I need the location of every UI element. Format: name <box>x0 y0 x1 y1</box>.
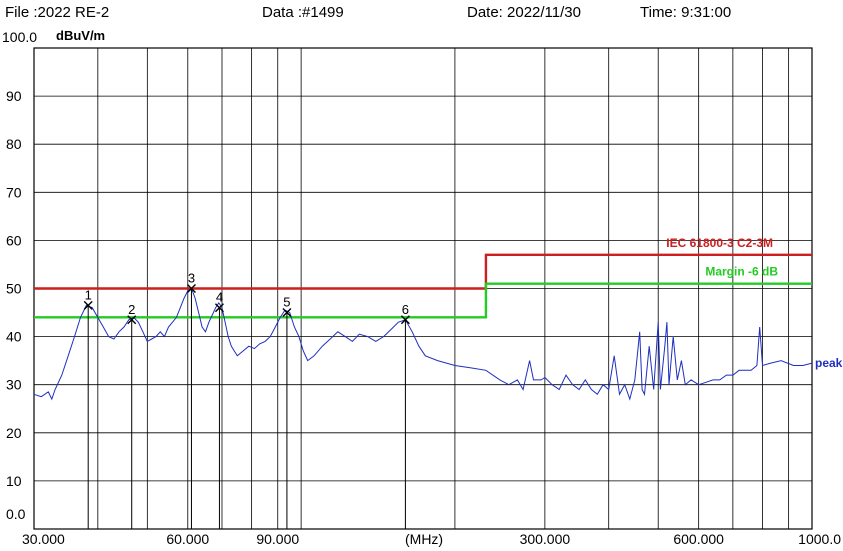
limit-line <box>34 282 812 319</box>
x-tick-labels: 30.000 60.000 90.000 300.000 600.000 1000.0 <box>22 531 841 547</box>
y-tick-label: 60 <box>6 232 22 248</box>
marker-label: 4 <box>216 290 223 305</box>
marker-x <box>127 315 137 325</box>
marker-label: 2 <box>128 302 135 317</box>
series-group: peak <box>33 287 843 401</box>
limit-line-label: Margin -6 dB <box>705 265 778 279</box>
marker-label: 1 <box>85 287 92 302</box>
series-label: peak <box>815 356 843 370</box>
x-tick-label: 60.000 <box>166 531 209 547</box>
data-label: Data :#1499 <box>262 4 344 21</box>
y-tick-label: 30 <box>6 377 22 393</box>
marker-x <box>214 303 224 313</box>
limit-lines: IEC 61800-3 C2-3M Margin -6 dB <box>34 236 812 319</box>
marker-x <box>186 284 196 293</box>
y-tick-label: 90 <box>6 88 22 104</box>
marker-x <box>83 300 93 310</box>
y-tick-label: 70 <box>6 184 22 200</box>
marker-x <box>282 308 292 318</box>
markers-group: 1 2 3 4 5 6 <box>83 271 410 529</box>
x-tick-label: 30.000 <box>22 531 65 547</box>
marker-x <box>400 315 410 325</box>
limit-line <box>34 253 812 290</box>
header-bar: File :2022 RE-2 Data :#1499 Date: 2022/1… <box>0 0 843 26</box>
y-tick-label: 40 <box>6 329 22 345</box>
marker-label: 6 <box>402 302 409 317</box>
time-label: Time: 9:31:00 <box>640 4 732 21</box>
limit-line-label: IEC 61800-3 C2-3M <box>666 236 773 250</box>
marker-label: 3 <box>188 271 195 286</box>
file-label: File :2022 RE-2 <box>5 4 110 21</box>
y-tick-label: 20 <box>6 425 22 441</box>
x-axis-unit: (MHz) <box>405 531 443 547</box>
y-tick-labels: 0.0 10 20 30 40 50 60 70 80 90 100.0 <box>2 29 37 522</box>
y-tick-label: 0.0 <box>6 506 26 522</box>
x-tick-label: 90.000 <box>256 531 299 547</box>
y-axis-unit: dBuV/m <box>56 28 105 43</box>
y-tick-label: 80 <box>6 136 22 152</box>
x-tick-label: 1000.0 <box>798 531 841 547</box>
y-tick-label: 100.0 <box>2 29 37 45</box>
date-label: Date: 2022/11/30 <box>467 4 581 21</box>
x-tick-label: 300.000 <box>520 531 571 547</box>
series-line <box>33 287 813 401</box>
y-tick-label: 10 <box>6 473 22 489</box>
marker-label: 5 <box>283 295 290 310</box>
y-tick-label: 50 <box>6 281 22 297</box>
x-tick-label: 600.000 <box>673 531 724 547</box>
